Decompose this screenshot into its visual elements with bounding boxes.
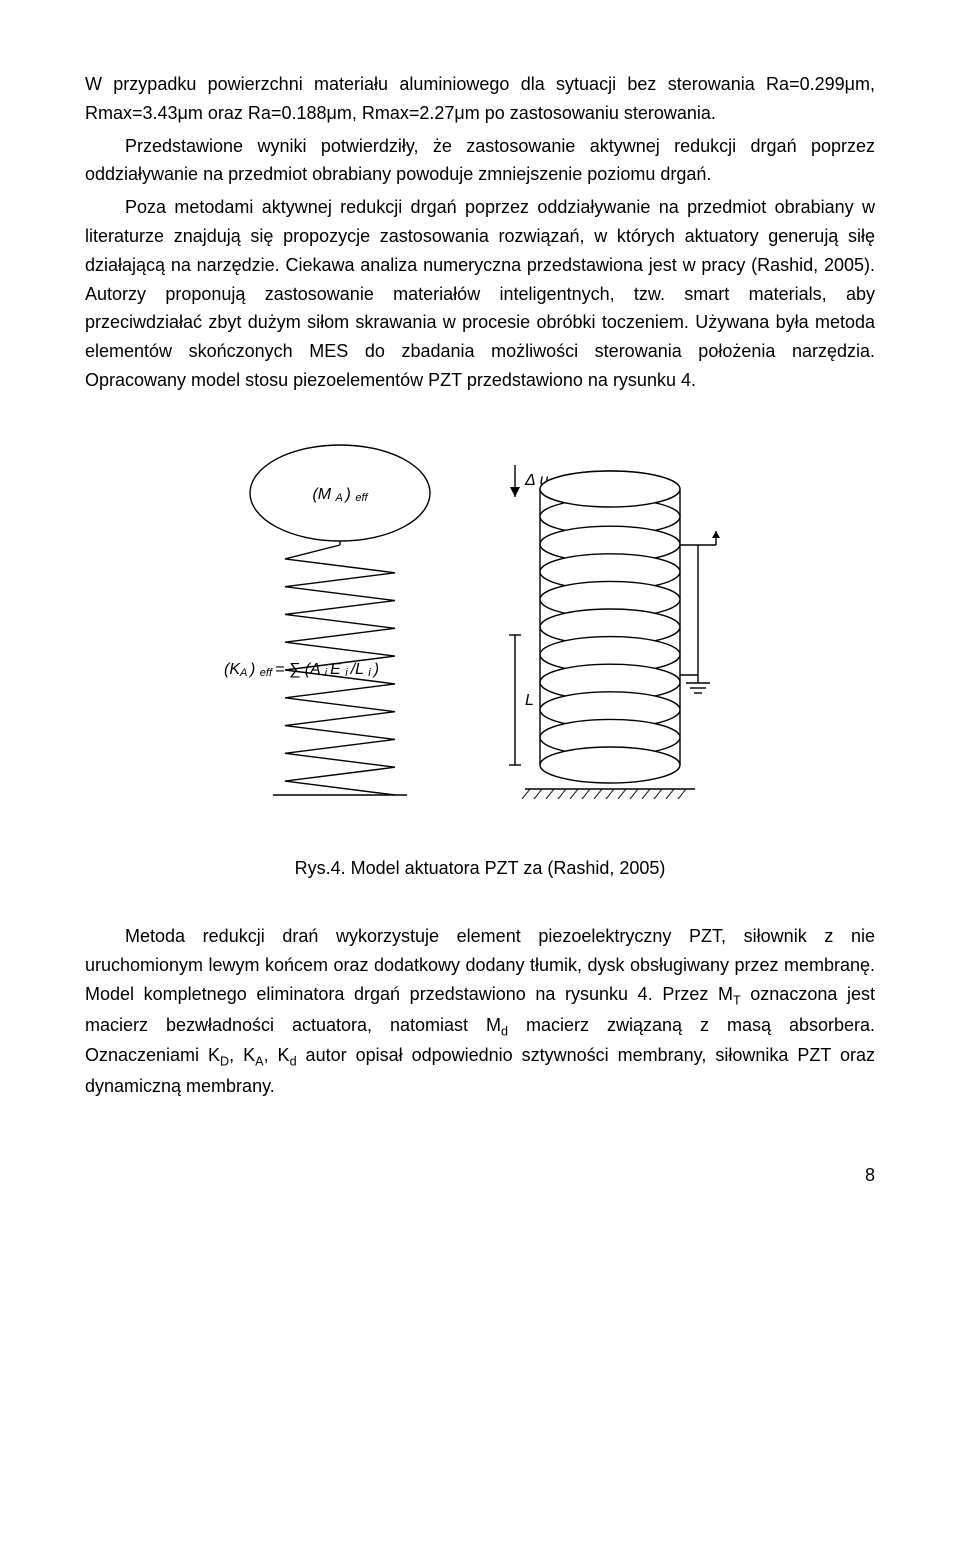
paragraph-4: Metoda redukcji drań wykorzystuje elemen… [85, 922, 875, 1101]
figure-4: (M A ) eff(KA ) eff = ∑ (A i E i /L i )Δ… [85, 435, 875, 824]
paragraph-2: Przedstawione wyniki potwierdziły, że za… [85, 132, 875, 190]
pzt-actuator-diagram: (M A ) eff(KA ) eff = ∑ (A i E i /L i )Δ… [220, 435, 740, 815]
page-number: 8 [85, 1161, 875, 1190]
figure-4-caption: Rys.4. Model aktuatora PZT za (Rashid, 2… [85, 854, 875, 883]
paragraph-1: W przypadku powierzchni materiału alumin… [85, 70, 875, 128]
svg-text:(M A ) eff: (M A ) eff [312, 486, 368, 504]
svg-text:L: L [525, 692, 534, 709]
svg-text:(KA ) eff = ∑ (A i E i /L i ): (KA ) eff = ∑ (A i E i /L i ) [224, 661, 379, 679]
paragraph-3: Poza metodami aktywnej redukcji drgań po… [85, 193, 875, 395]
